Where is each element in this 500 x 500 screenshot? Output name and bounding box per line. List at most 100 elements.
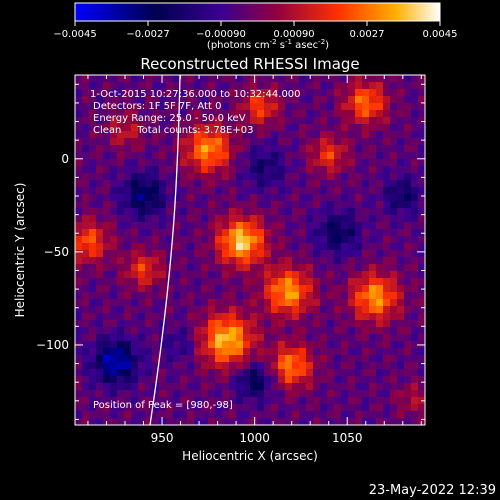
heatmap-cell (166, 166, 174, 174)
heatmap-cell (327, 187, 335, 195)
heatmap-cell (348, 376, 356, 384)
heatmap-cell (222, 96, 230, 104)
heatmap-cell (152, 89, 160, 97)
heatmap-cell (271, 292, 279, 300)
heatmap-cell (117, 187, 125, 195)
heatmap-cell (173, 152, 181, 160)
heatmap-cell (292, 89, 300, 97)
heatmap-cell (117, 180, 125, 188)
heatmap-cell (201, 145, 209, 153)
heatmap-cell (180, 341, 188, 349)
heatmap-cell (320, 208, 328, 216)
heatmap-cell (173, 250, 181, 258)
heatmap-cell (320, 103, 328, 111)
heatmap-cell (89, 103, 97, 111)
heatmap-cell (383, 285, 391, 293)
heatmap-cell (124, 124, 132, 132)
heatmap-cell (243, 229, 251, 237)
heatmap-cell (355, 264, 363, 272)
heatmap-cell (117, 348, 125, 356)
heatmap-cell (187, 117, 195, 125)
heatmap-cell (208, 383, 216, 391)
heatmap-cell (75, 292, 83, 300)
colorbar-tick-label: −0.0045 (53, 29, 96, 40)
heatmap-cell (75, 180, 83, 188)
heatmap-cell (390, 271, 398, 279)
heatmap-cell (383, 376, 391, 384)
heatmap-cell (229, 110, 237, 118)
heatmap-cell (131, 166, 139, 174)
heatmap-cell (236, 194, 244, 202)
heatmap-cell (117, 243, 125, 251)
heatmap-cell (75, 243, 83, 251)
heatmap-cell (208, 404, 216, 412)
heatmap-cell (257, 250, 265, 258)
heatmap-cell (159, 271, 167, 279)
heatmap-cell (355, 390, 363, 398)
heatmap-cell (82, 390, 90, 398)
heatmap-cell (75, 194, 83, 202)
heatmap-cell (159, 166, 167, 174)
heatmap-cell (110, 257, 118, 265)
heatmap-cell (264, 306, 272, 314)
heatmap-cell (376, 348, 384, 356)
heatmap-cell (418, 306, 425, 314)
heatmap-cell (418, 362, 425, 370)
heatmap-cell (341, 166, 349, 174)
heatmap-cell (124, 320, 132, 328)
heatmap-cell (313, 180, 321, 188)
heatmap-cell (383, 159, 391, 167)
heatmap-cell (138, 236, 146, 244)
y-axis-label: Heliocentric Y (arcsec) (13, 183, 27, 318)
heatmap-cell (376, 201, 384, 209)
heatmap-cell (355, 355, 363, 363)
heatmap-cell (222, 173, 230, 181)
heatmap-cell (229, 299, 237, 307)
heatmap-cell (390, 222, 398, 230)
heatmap-cell (250, 362, 258, 370)
heatmap-cell (96, 320, 104, 328)
heatmap-cell (208, 82, 216, 90)
heatmap-cell (208, 124, 216, 132)
heatmap-cell (376, 306, 384, 314)
heatmap-cell (229, 96, 237, 104)
heatmap-cell (390, 236, 398, 244)
heatmap-cell (411, 278, 419, 286)
heatmap-cell (285, 257, 293, 265)
heatmap-cell (383, 397, 391, 405)
heatmap-cell (243, 404, 251, 412)
heatmap-cell (131, 215, 139, 223)
heatmap-cell (250, 257, 258, 265)
heatmap-cell (222, 131, 230, 139)
heatmap-cell (82, 187, 90, 195)
heatmap-cell (180, 166, 188, 174)
heatmap-cell (355, 376, 363, 384)
heatmap-cell (145, 383, 153, 391)
heatmap-cell (124, 264, 132, 272)
heatmap-cell (229, 229, 237, 237)
heatmap-cell (250, 390, 258, 398)
heatmap-cell (292, 306, 300, 314)
heatmap-cell (124, 75, 132, 83)
heatmap-cell (257, 320, 265, 328)
heatmap-cell (390, 124, 398, 132)
heatmap-cell (215, 159, 223, 167)
heatmap-cell (110, 103, 118, 111)
heatmap-cell (208, 194, 216, 202)
y-tick-label: −100 (36, 338, 69, 352)
heatmap-cell (131, 75, 139, 83)
heatmap-cell (348, 355, 356, 363)
heatmap-cell (250, 369, 258, 377)
heatmap-cell (194, 369, 202, 377)
heatmap-cell (313, 229, 321, 237)
heatmap-cell (271, 411, 279, 419)
heatmap-cell (341, 145, 349, 153)
heatmap-cell (397, 320, 405, 328)
heatmap-cell (236, 320, 244, 328)
heatmap-cell (243, 348, 251, 356)
heatmap-cell (159, 306, 167, 314)
heatmap-cell (208, 369, 216, 377)
heatmap-cell (376, 327, 384, 335)
heatmap-cell (166, 194, 174, 202)
heatmap-cell (89, 257, 97, 265)
